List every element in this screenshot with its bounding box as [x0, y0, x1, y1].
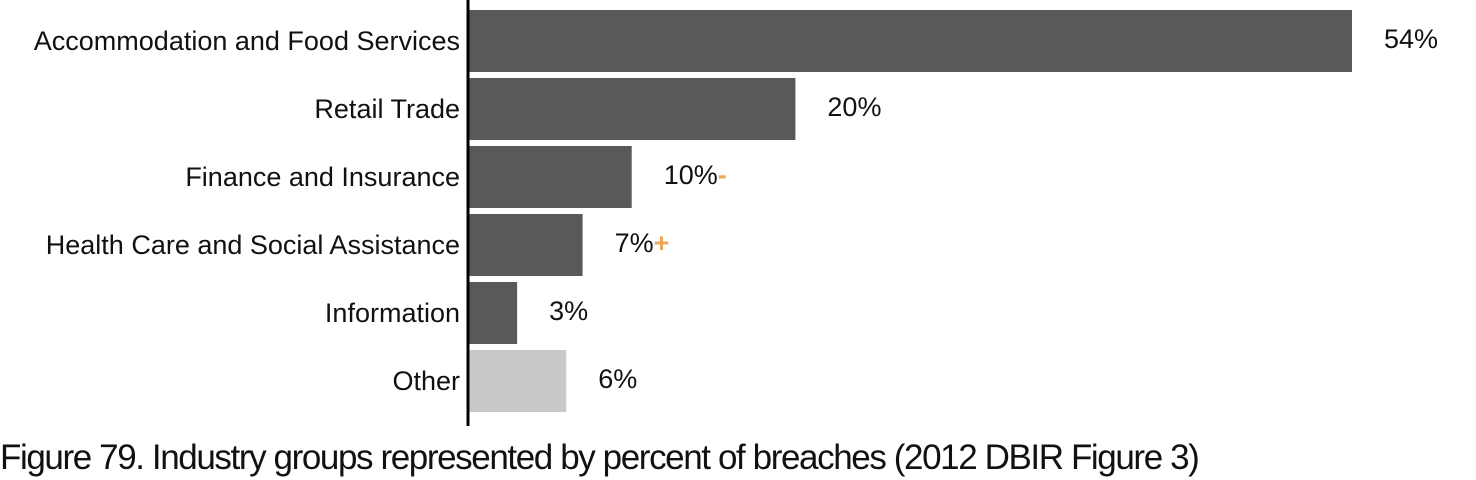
trend-marker-2: - [718, 160, 727, 190]
bar-1 [468, 78, 796, 140]
trend-marker-3: + [654, 228, 670, 258]
category-label-5: Other [392, 366, 460, 396]
value-label-4: 3% [549, 296, 588, 326]
bar-chart: Accommodation and Food Services Retail Tr… [34, 0, 1438, 426]
value-label-3: 7%+ [615, 228, 670, 258]
value-label-1: 20% [827, 92, 881, 122]
category-label-1: Retail Trade [314, 94, 460, 124]
category-label-4: Information [325, 298, 460, 328]
category-labels-group: Accommodation and Food Services Retail Tr… [34, 26, 460, 396]
bar-3 [468, 214, 583, 276]
bar-4 [468, 282, 518, 344]
value-text-2: 10% [664, 160, 718, 190]
bar-5 [468, 350, 567, 412]
value-text-3: 7% [615, 228, 654, 258]
category-label-3: Health Care and Social Assistance [46, 230, 460, 260]
figure-caption: Figure 79. Industry groups represented b… [0, 438, 1200, 477]
value-label-0: 54% [1384, 24, 1438, 54]
value-labels-group: 54%20%10%-7%+3%6% [549, 24, 1438, 394]
bar-0 [468, 10, 1352, 72]
value-text-4: 3% [549, 296, 588, 326]
value-text-1: 20% [827, 92, 881, 122]
category-label-2: Finance and Insurance [185, 162, 460, 192]
value-text-5: 6% [598, 364, 637, 394]
category-label-0: Accommodation and Food Services [34, 26, 460, 56]
bar-2 [468, 146, 632, 208]
bars-group [468, 10, 1352, 412]
value-label-5: 6% [598, 364, 637, 394]
value-label-2: 10%- [664, 160, 727, 190]
value-text-0: 54% [1384, 24, 1438, 54]
